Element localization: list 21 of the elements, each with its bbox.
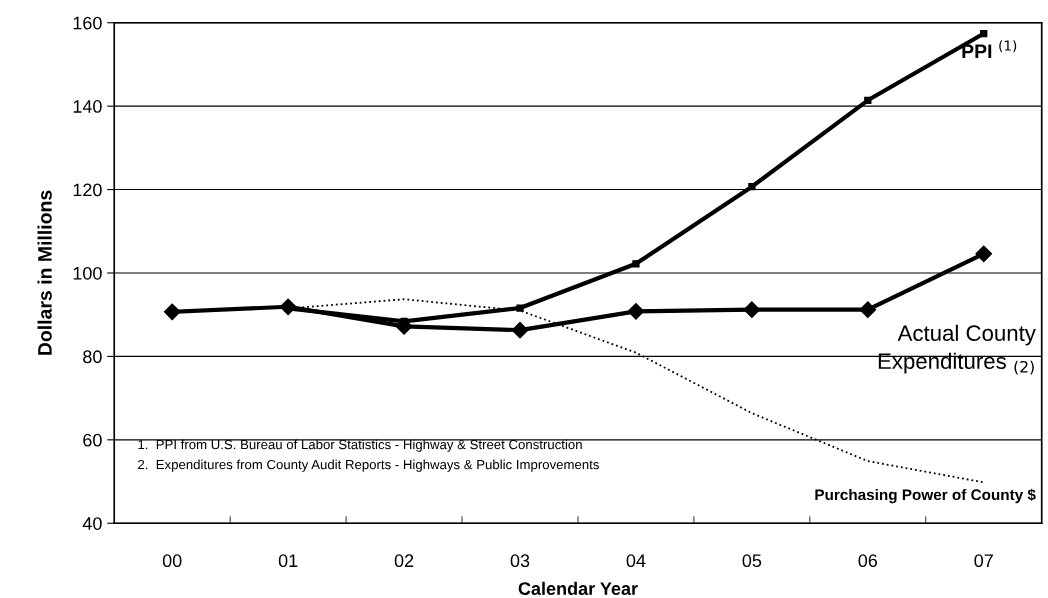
y-tick-label: 40 — [82, 517, 102, 530]
x-tick-label: 01 — [278, 554, 298, 568]
series-label: Purchasing Power of County $ — [815, 488, 1036, 504]
y-tick-label: 80 — [83, 350, 102, 364]
series-label: Actual County Expenditures $_{(2)}$ — [878, 324, 1036, 375]
x-tick-label: 04 — [626, 554, 646, 568]
x-tick-label: 06 — [858, 554, 878, 568]
y-tick-label: 160 — [73, 16, 102, 30]
x-axis-title: Calendar Year — [518, 581, 638, 596]
y-tick-label: 140 — [73, 100, 102, 113]
y-axis-title: Dollars in Millions — [37, 190, 52, 355]
y-tick-label: 60 — [83, 433, 102, 447]
y-tick-label: 120 — [73, 183, 102, 197]
x-tick-label: 03 — [510, 554, 530, 568]
x-tick-label: 07 — [974, 554, 993, 568]
x-tick-label: 00 — [162, 554, 182, 568]
y-tick-label: 100 — [73, 266, 102, 280]
x-tick-label: 05 — [742, 554, 762, 568]
annotation: 1. PPI from U.S. Bureau of Labor Statistics - Highway & Street Construction — [138, 439, 582, 452]
x-tick-label: 02 — [394, 554, 414, 568]
annotation: 2. Expenditures from County Audit Reports - Highways & Public Improvements — [138, 459, 599, 472]
